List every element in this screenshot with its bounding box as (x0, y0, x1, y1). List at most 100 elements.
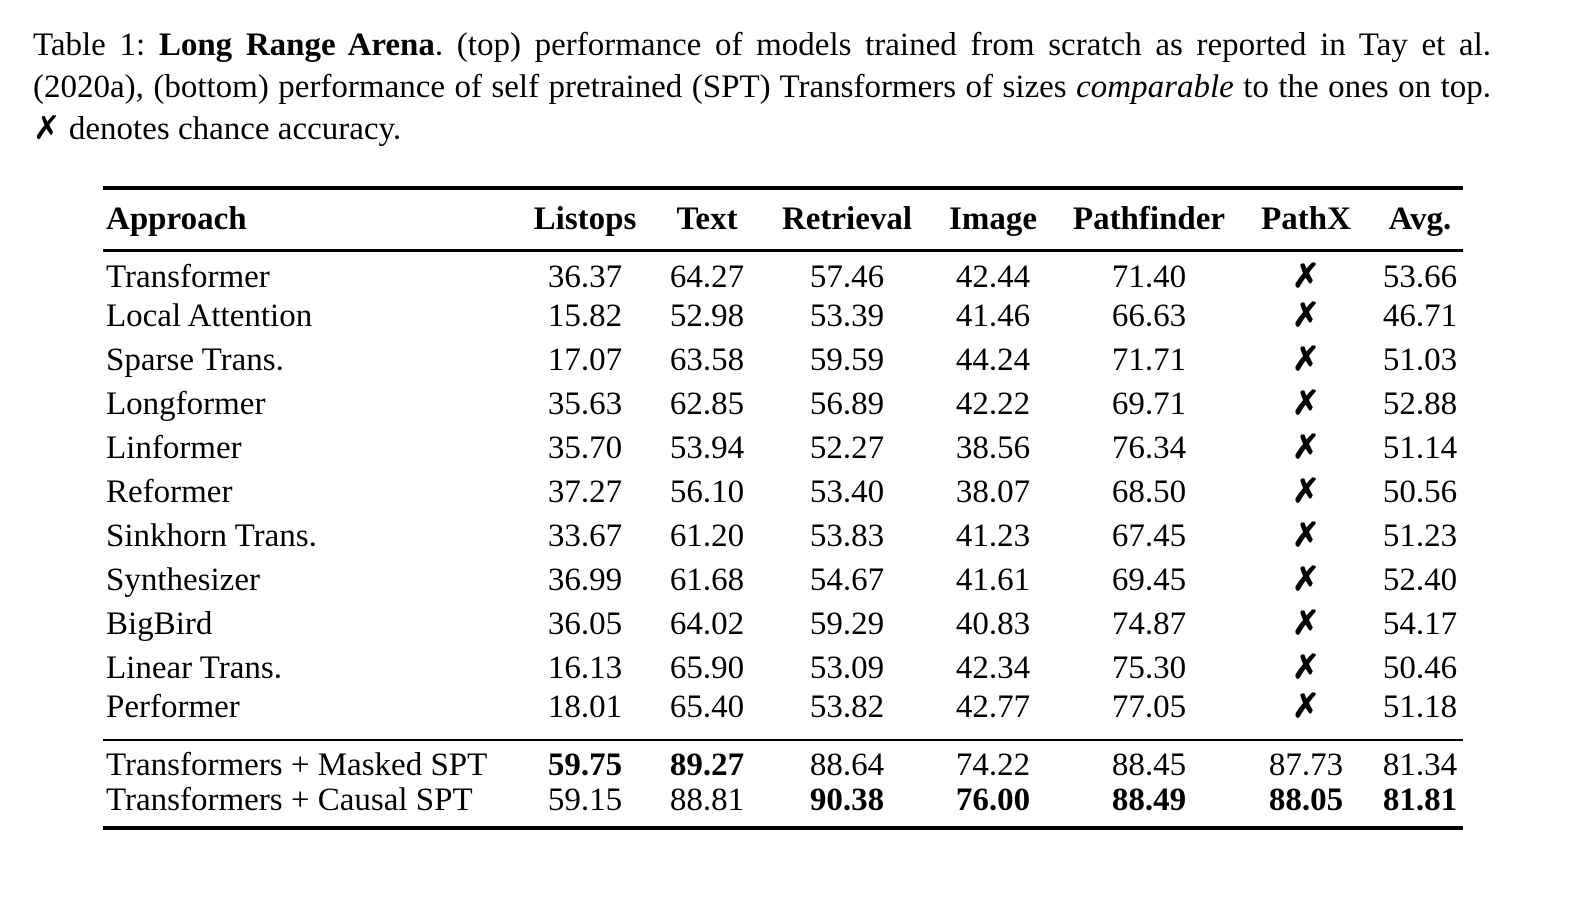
value-cell: 53.40 (809, 474, 885, 510)
table-row: Longformer 35.63 62.85 56.89 42.22 69.71… (103, 383, 1463, 427)
approach-cell: Synthesizer (106, 562, 260, 598)
value-cell: 51.23 (1382, 518, 1458, 554)
approach-cell: Reformer (106, 474, 233, 510)
table-row: Sparse Trans. 17.07 63.58 59.59 44.24 71… (103, 339, 1463, 383)
value-cell: 71.40 (1111, 259, 1187, 296)
table-row: BigBird 36.05 64.02 59.29 40.83 74.87 ✗ … (103, 603, 1463, 647)
approach-cell: BigBird (106, 606, 213, 642)
value-cell: 50.56 (1382, 474, 1458, 510)
value-cell: 69.45 (1111, 562, 1187, 598)
value-cell: 59.75 (547, 747, 623, 783)
chance-xmark-icon: ✗ (1292, 259, 1320, 296)
value-cell: 40.83 (955, 606, 1031, 642)
value-cell: 51.03 (1382, 342, 1458, 378)
value-cell: 52.88 (1382, 386, 1458, 422)
approach-cell: Sinkhorn Trans. (106, 518, 317, 554)
chance-xmark-icon: ✗ (1292, 342, 1320, 378)
value-cell: 41.61 (955, 562, 1031, 598)
value-cell: 81.34 (1382, 747, 1458, 783)
value-cell: 88.64 (809, 747, 885, 783)
chance-xmark-icon: ✗ (1292, 606, 1320, 642)
lra-results-table: Approach Listops Text Retrieval Image Pa… (103, 186, 1463, 830)
table-row: Local Attention 15.82 52.98 53.39 41.46 … (103, 295, 1463, 339)
value-cell: 88.81 (669, 781, 745, 818)
value-cell: 35.70 (547, 430, 623, 466)
value-cell: 68.50 (1111, 474, 1187, 510)
approach-cell: Sparse Trans. (106, 342, 284, 378)
column-header-text: Text (643, 188, 771, 252)
value-cell: 52.40 (1382, 562, 1458, 598)
approach-cell: Local Attention (106, 298, 313, 334)
value-cell: 54.67 (809, 562, 885, 598)
value-cell: 17.07 (547, 342, 623, 378)
caption-emphasis: comparable (1076, 69, 1234, 105)
value-cell: 42.44 (955, 259, 1031, 296)
value-cell: 53.94 (669, 430, 745, 466)
value-cell: 36.37 (547, 259, 623, 296)
value-cell: 42.34 (955, 650, 1031, 686)
approach-cell: Linformer (106, 430, 242, 466)
table-row: Linformer 35.70 53.94 52.27 38.56 76.34 … (103, 427, 1463, 471)
chance-xmark-icon: ✗ (1292, 386, 1320, 422)
chance-xmark-icon: ✗ (1292, 430, 1320, 466)
value-cell: 38.56 (955, 430, 1031, 466)
value-cell: 88.49 (1111, 781, 1187, 818)
value-cell: 15.82 (547, 298, 623, 334)
value-cell: 52.98 (669, 298, 745, 334)
value-cell: 37.27 (547, 474, 623, 510)
header-row: Approach Listops Text Retrieval Image Pa… (103, 188, 1463, 252)
value-cell: 61.20 (669, 518, 745, 554)
value-cell: 62.85 (669, 386, 745, 422)
caption-suffix: to the ones on top. ✗ denotes chance acc… (33, 69, 1491, 147)
column-header-listops: Listops (527, 188, 643, 252)
value-cell: 50.46 (1382, 650, 1458, 686)
value-cell: 74.87 (1111, 606, 1187, 642)
value-cell: 61.68 (669, 562, 745, 598)
caption-prefix: Table 1: (33, 27, 159, 63)
value-cell: 46.71 (1382, 298, 1458, 334)
approach-cell: Performer (106, 688, 240, 725)
value-cell: 44.24 (955, 342, 1031, 378)
value-cell: 59.29 (809, 606, 885, 642)
value-cell: 89.27 (669, 747, 745, 783)
column-header-image: Image (923, 188, 1063, 252)
value-cell: 53.39 (809, 298, 885, 334)
value-cell: 67.45 (1111, 518, 1187, 554)
column-header-avg: Avg. (1377, 188, 1463, 252)
approach-cell: Longformer (106, 386, 266, 422)
table-row: Transformer 36.37 64.27 57.46 42.44 71.4… (103, 251, 1463, 295)
value-cell: 18.01 (547, 688, 623, 725)
column-header-pathx: PathX (1235, 188, 1377, 252)
value-cell: 88.05 (1268, 781, 1344, 818)
value-cell: 64.02 (669, 606, 745, 642)
value-cell: 66.63 (1111, 298, 1187, 334)
chance-xmark-icon: ✗ (1292, 562, 1320, 598)
value-cell: 38.07 (955, 474, 1031, 510)
value-cell: 65.90 (669, 650, 745, 686)
value-cell: 87.73 (1268, 747, 1344, 783)
column-header-pathfinder: Pathfinder (1063, 188, 1235, 252)
table-row: Performer 18.01 65.40 53.82 42.77 77.05 … (103, 688, 1463, 740)
value-cell: 63.58 (669, 342, 745, 378)
value-cell: 81.81 (1382, 781, 1458, 818)
value-cell: 52.27 (809, 430, 885, 466)
chance-xmark-icon: ✗ (1292, 298, 1320, 334)
value-cell: 75.30 (1111, 650, 1187, 686)
chance-xmark-icon: ✗ (1292, 688, 1320, 725)
chance-xmark-icon: ✗ (1292, 650, 1320, 686)
caption-table-title: Long Range Arena (158, 27, 435, 63)
approach-cell: Linear Trans. (106, 650, 282, 686)
value-cell: 59.15 (547, 781, 623, 818)
value-cell: 41.23 (955, 518, 1031, 554)
value-cell: 71.71 (1111, 342, 1187, 378)
value-cell: 56.10 (669, 474, 745, 510)
approach-cell: Transformer (106, 259, 270, 296)
table-row: Sinkhorn Trans. 33.67 61.20 53.83 41.23 … (103, 515, 1463, 559)
value-cell: 57.46 (809, 259, 885, 296)
value-cell: 88.45 (1111, 747, 1187, 783)
table-row: Linear Trans. 16.13 65.90 53.09 42.34 75… (103, 647, 1463, 691)
value-cell: 77.05 (1111, 688, 1187, 725)
approach-cell: Transformers + Causal SPT (106, 781, 473, 818)
value-cell: 64.27 (669, 259, 745, 296)
value-cell: 51.14 (1382, 430, 1458, 466)
